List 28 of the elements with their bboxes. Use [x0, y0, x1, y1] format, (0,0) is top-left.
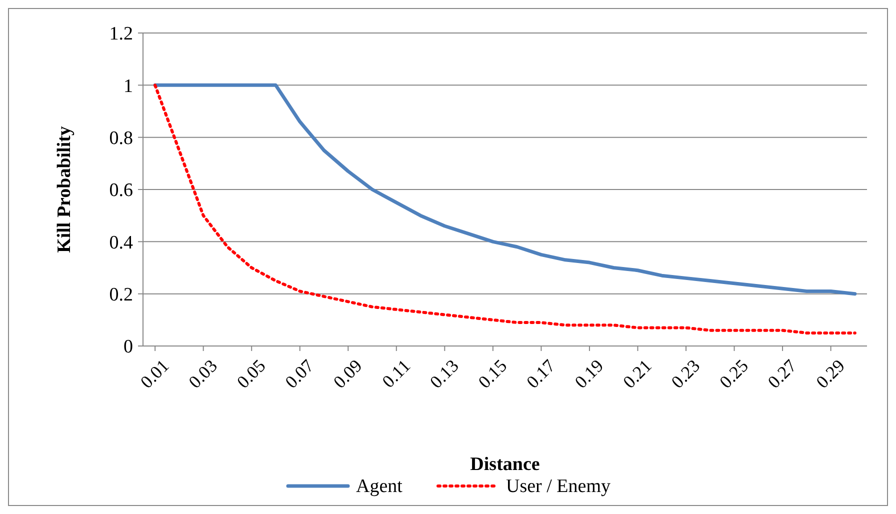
x-tick-label: 0.01	[136, 356, 173, 392]
x-tick-label: 0.05	[232, 356, 270, 392]
x-axis-title: Distance	[470, 454, 540, 475]
y-axis-title: Kill Probability	[54, 126, 75, 253]
x-tick-label: 0.27	[764, 356, 800, 392]
x-tick-label: 0.09	[329, 356, 366, 392]
y-tick-label: 0.8	[109, 128, 133, 149]
legend-label: Agent	[356, 476, 404, 497]
x-tick-label: 0.07	[281, 356, 318, 392]
x-tick-label: 0.03	[184, 356, 222, 392]
y-tick-label: 0.4	[109, 232, 134, 254]
x-tick-label: 0.17	[522, 356, 559, 392]
x-tick-label: 0.29	[812, 356, 849, 392]
line-series	[153, 83, 857, 296]
y-tick-label: 0.2	[109, 284, 133, 306]
x-tick-label: 0.25	[716, 356, 752, 392]
legend-label: User / Enemy	[506, 476, 611, 497]
x-tick-label: 0.21	[619, 356, 656, 392]
x-tick-label: 0.23	[667, 356, 704, 392]
x-tick-label: 0.11	[378, 356, 414, 392]
x-tick-label: 0.19	[570, 356, 608, 392]
y-tick-label: 0	[124, 336, 133, 358]
line-series	[154, 84, 856, 334]
y-tick-label: 0.6	[109, 180, 133, 202]
y-tick-label: 1	[124, 76, 133, 97]
x-tick-label: 0.15	[474, 356, 511, 392]
x-tick-label: 0.13	[426, 356, 462, 392]
y-tick-label: 1.2	[109, 24, 133, 45]
